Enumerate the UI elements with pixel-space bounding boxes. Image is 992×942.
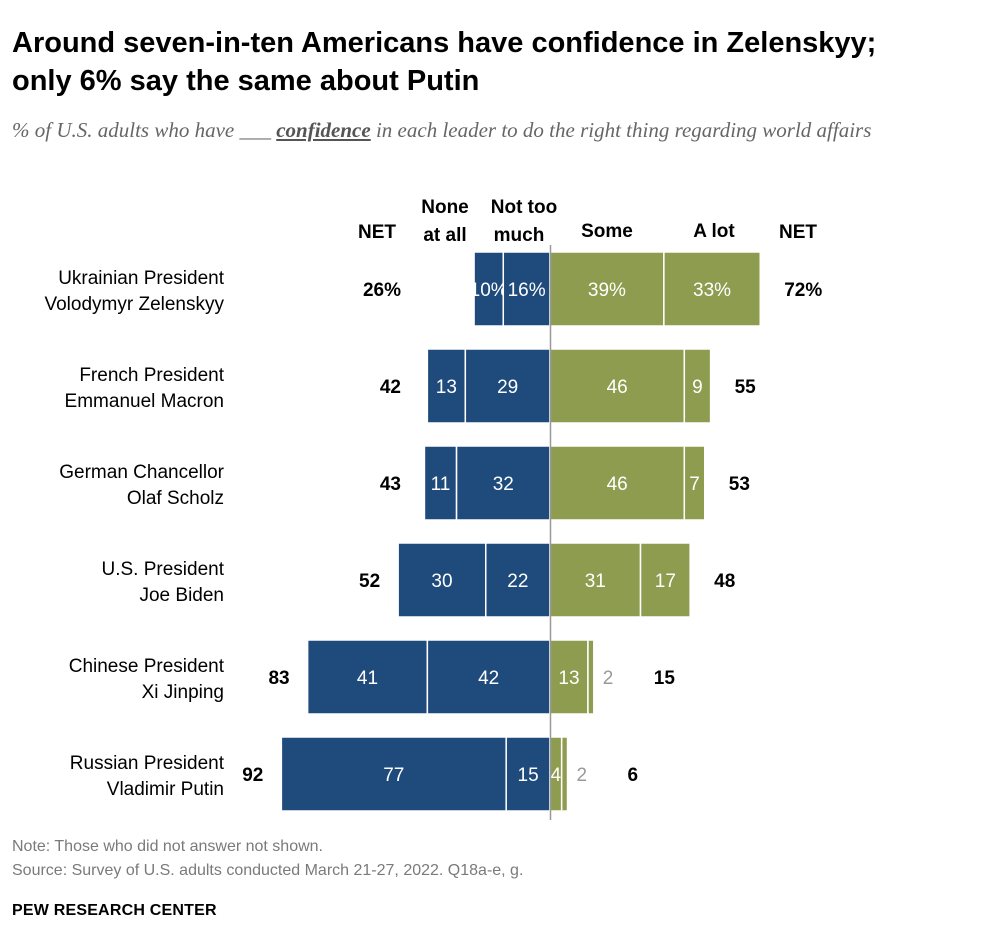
bar-not-too-much-label: 32 [493,474,514,495]
net-negative-label: 42 [380,377,401,398]
net-negative-label: 92 [242,765,263,786]
category-label-title: Russian President [70,753,225,774]
header-nottoo-line1: Not too [491,197,557,218]
bar-none-at-all-label: 30 [431,571,452,592]
bar-a-lot [683,445,706,521]
category-label-title: U.S. President [102,559,225,580]
bar-none-at-all [280,736,507,812]
subtitle-prefix: % of U.S. adults who have ___ [12,118,277,142]
bar-none-at-all [306,639,429,715]
bar-a-lot-label: 2 [577,765,588,786]
net-negative-label: 52 [359,571,380,592]
bar-a-lot [639,542,691,618]
bar-none-at-all [397,542,487,618]
bar-none-at-all [423,445,458,521]
bar-a-lot-label: 7 [689,474,700,495]
header-net-right: NET [779,222,817,243]
bar-some [549,251,665,327]
bar-not-too-much-label: 42 [478,668,499,689]
bar-some-label: 46 [607,474,628,495]
header-nottoo-line2: much [494,225,545,246]
category-label-name: Joe Biden [139,585,224,606]
bar-not-too-much-label: 22 [507,571,528,592]
bar-a-lot [663,251,761,327]
category-label-title: Ukrainian President [58,268,225,289]
bar-a-lot [683,348,712,424]
bar-none-at-all-label: 10% [470,280,508,301]
bar-not-too-much-label: 29 [497,377,518,398]
bar-not-too-much [485,542,551,618]
net-positive-label: 6 [628,765,639,786]
bar-a-lot-label: 9 [692,377,703,398]
bar-none-at-all [473,251,505,327]
header-alot: A lot [693,221,735,242]
net-negative-label: 43 [380,474,401,495]
category-label-name: Vladimir Putin [107,779,224,800]
bar-a-lot-label: 2 [603,668,614,689]
bar-not-too-much [464,348,551,424]
chart-subtitle: % of U.S. adults who have ___ confidence… [12,115,872,146]
bar-some [549,348,686,424]
subtitle-suffix: in each leader to do the right thing reg… [370,118,872,142]
header-net-left: NET [358,222,396,243]
net-negative-label: 83 [268,668,289,689]
bar-none-at-all-label: 13 [436,377,457,398]
category-label-name: Emmanuel Macron [65,391,224,412]
bar-some [549,542,642,618]
net-positive-label: 48 [714,571,735,592]
bar-not-too-much [426,639,551,715]
footnote-source: Source: Survey of U.S. adults conducted … [12,862,524,879]
net-positive-label: 15 [654,668,676,689]
bar-some-label: 13 [558,668,579,689]
category-label-name: Xi Jinping [142,682,224,703]
bar-a-lot-label: 33% [693,280,731,301]
bar-some-label: 4 [551,765,562,786]
bar-a-lot [587,639,595,715]
net-positive-label: 72% [784,280,822,301]
header-none-line1: None [421,197,469,218]
chart-title: Around seven-in-ten Americans have confi… [12,27,877,97]
bar-not-too-much-label: 15 [518,765,539,786]
net-positive-label: 53 [729,474,750,495]
category-label-name: Olaf Scholz [127,488,224,509]
bar-none-at-all [426,348,467,424]
category-label-title: German Chancellor [59,462,224,483]
bar-not-too-much-label: 16% [508,280,546,301]
net-positive-label: 55 [735,377,757,398]
bar-none-at-all-label: 41 [357,668,378,689]
footnote-note: Note: Those who did not answer not shown… [12,838,323,855]
category-label-title: French President [79,365,224,386]
category-label-title: Chinese President [69,656,225,677]
pew-research-center-logo: PEW RESEARCH CENTER [12,902,217,919]
diverging-bar-chart: NET None at all Not too much Some A lot … [44,197,822,820]
bar-some-label: 39% [588,280,626,301]
subtitle-emphasis: confidence [276,118,371,142]
bar-not-too-much [505,736,551,812]
category-label-name: Volodymyr Zelenskyy [44,294,224,315]
bar-some [549,445,686,521]
net-negative-label: 26% [363,280,401,301]
bar-a-lot [560,736,569,812]
bar-a-lot-label: 17 [655,571,676,592]
header-none-line2: at all [423,225,466,246]
header-some: Some [581,221,633,242]
bar-none-at-all-label: 11 [431,474,451,495]
bar-none-at-all-label: 77 [383,765,404,786]
bar-some-label: 31 [585,571,606,592]
bar-some-label: 46 [607,377,628,398]
